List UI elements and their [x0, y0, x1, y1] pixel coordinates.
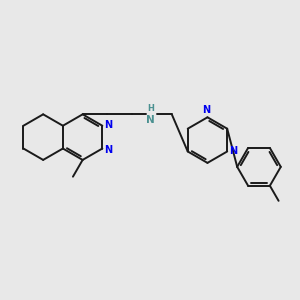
Text: N: N: [202, 105, 211, 115]
Text: N: N: [104, 120, 112, 130]
Text: N: N: [229, 146, 237, 157]
Text: N: N: [146, 115, 155, 125]
Text: H: H: [147, 104, 154, 113]
Text: N: N: [104, 145, 112, 154]
